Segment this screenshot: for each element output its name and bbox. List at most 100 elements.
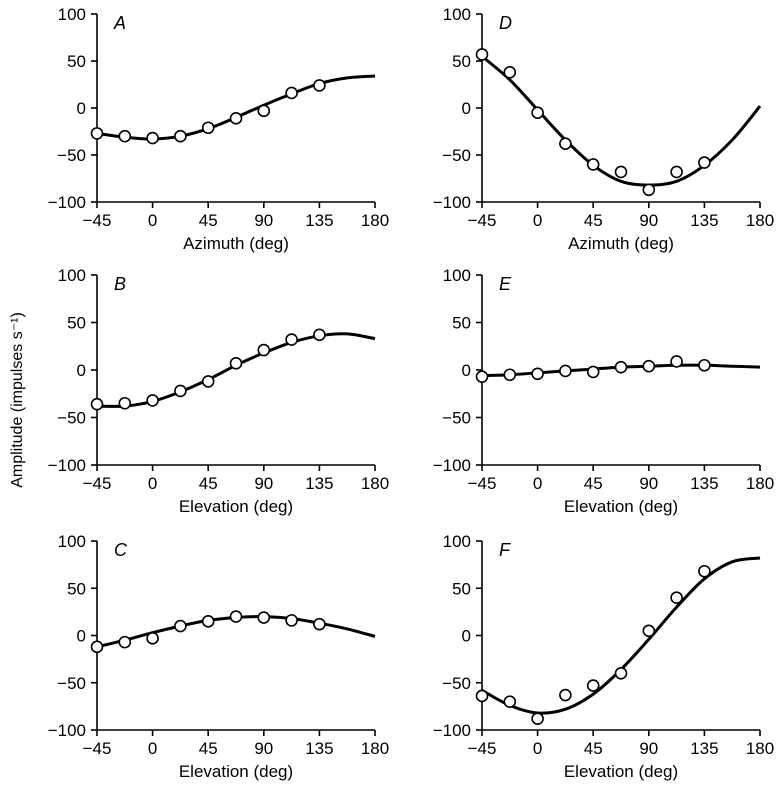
x-axis-label: Elevation (deg) <box>179 497 293 516</box>
data-point <box>670 165 683 179</box>
data-point <box>90 397 104 411</box>
y-tick-label: 100 <box>443 532 471 551</box>
y-tick-label: 0 <box>77 627 86 646</box>
panels: −100 −50 0 50 100 −45 0 45 90 135 180 Azimuth (deg)… <box>48 5 774 781</box>
data-point <box>174 384 187 398</box>
y-tick-label: −50 <box>57 146 86 165</box>
x-tick-label: 90 <box>639 474 658 493</box>
x-tick-label: 45 <box>199 739 218 758</box>
data-point <box>174 129 187 143</box>
panel-d: −100 −50 0 50 100 −45 0 45 90 135 180 Azimuth (deg)… <box>433 5 774 253</box>
panel-letter: F <box>499 540 511 560</box>
data-point <box>146 394 159 407</box>
x-tick-label: 180 <box>746 211 774 230</box>
data-point <box>614 165 628 179</box>
x-tick-label: 0 <box>148 739 157 758</box>
x-tick-label: 135 <box>305 739 333 758</box>
y-tick-label: 100 <box>443 5 471 24</box>
x-tick-label: 180 <box>361 211 389 230</box>
data-point <box>698 156 711 169</box>
x-tick-label: 45 <box>584 739 603 758</box>
y-tick-label: 100 <box>58 532 86 551</box>
x-tick-label: 135 <box>305 211 333 230</box>
data-point <box>698 564 711 578</box>
data-point <box>503 65 517 79</box>
panel-f: −100 −50 0 50 100 −45 0 45 90 135 180 Elevation (de… <box>433 532 774 781</box>
y-tick-label: −50 <box>57 409 86 428</box>
y-tick-label: −50 <box>442 674 471 693</box>
panel-letter: E <box>499 274 512 294</box>
y-tick-label: 100 <box>58 5 86 24</box>
data-point <box>531 106 544 119</box>
panel-letter: B <box>114 274 126 294</box>
fit-curve <box>96 74 376 141</box>
y-axis-label: Amplitude (impulses s⁻¹) <box>9 312 26 488</box>
data-point <box>559 688 572 702</box>
x-axis-label: Elevation (deg) <box>564 762 678 781</box>
x-tick-label: −45 <box>83 739 112 758</box>
data-point <box>201 615 215 628</box>
y-tick-label: −100 <box>433 193 471 212</box>
y-tick-label: −100 <box>48 456 86 475</box>
x-tick-label: −45 <box>468 474 497 493</box>
data-point <box>229 610 243 623</box>
x-tick-label: 180 <box>746 474 774 493</box>
fit-curve <box>481 556 761 715</box>
data-point <box>174 619 187 633</box>
data-point <box>118 129 132 143</box>
x-tick-label: 135 <box>690 739 718 758</box>
data-point <box>146 131 159 145</box>
x-tick-label: 0 <box>533 474 542 493</box>
y-tick-label: 100 <box>58 266 86 285</box>
x-tick-label: 90 <box>254 474 273 493</box>
data-point <box>229 357 243 370</box>
panel-b: −100 −50 0 50 100 −45 0 45 90 135 180 Elevation (de… <box>48 266 389 516</box>
data-point <box>257 611 271 624</box>
y-tick-label: −100 <box>48 193 86 212</box>
y-tick-label: 0 <box>77 99 86 118</box>
data-point <box>257 104 271 118</box>
data-point <box>642 183 656 197</box>
y-tick-label: 50 <box>452 314 471 333</box>
x-tick-label: 135 <box>690 211 718 230</box>
data-point <box>642 624 656 638</box>
panel-c: −100 −50 0 50 100 −45 0 45 90 135 180 Elevation (de… <box>48 532 389 781</box>
data-point <box>559 137 572 151</box>
y-tick-label: 50 <box>67 579 86 598</box>
data-point <box>503 695 517 708</box>
x-tick-label: 135 <box>305 474 333 493</box>
x-axis-label: Azimuth (deg) <box>183 234 289 253</box>
y-tick-label: −50 <box>442 146 471 165</box>
data-point <box>201 121 215 135</box>
data-point <box>285 614 298 627</box>
y-tick-label: −50 <box>57 674 86 693</box>
x-tick-label: 45 <box>199 211 218 230</box>
y-tick-label: 0 <box>77 361 86 380</box>
data-point <box>475 48 489 61</box>
y-tick-label: −100 <box>433 721 471 740</box>
data-point <box>313 617 326 631</box>
y-tick-label: 0 <box>462 99 471 118</box>
x-tick-label: 90 <box>639 739 658 758</box>
y-tick-label: −100 <box>48 721 86 740</box>
data-point <box>285 86 298 100</box>
data-point <box>670 355 683 368</box>
panel-letter: A <box>113 13 126 33</box>
fit-curve <box>96 332 376 408</box>
x-tick-label: 180 <box>746 739 774 758</box>
x-tick-label: −45 <box>83 211 112 230</box>
data-point <box>642 359 656 373</box>
y-tick-label: −50 <box>442 409 471 428</box>
data-point <box>503 368 517 382</box>
data-point <box>531 712 544 725</box>
y-tick-label: 0 <box>462 627 471 646</box>
y-tick-label: 50 <box>67 52 86 71</box>
x-tick-label: 90 <box>639 211 658 230</box>
panel-a: −100 −50 0 50 100 −45 0 45 90 135 180 Azimuth (deg)… <box>48 5 389 253</box>
y-tick-label: 50 <box>452 579 471 598</box>
data-point <box>475 370 489 383</box>
x-tick-label: 180 <box>361 739 389 758</box>
y-tick-label: 100 <box>443 266 471 285</box>
x-tick-label: 135 <box>690 474 718 493</box>
